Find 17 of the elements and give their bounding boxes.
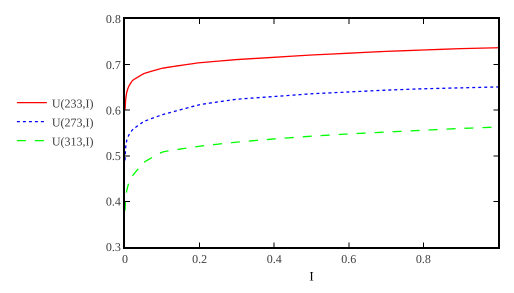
y-tick-label: 0.8 [106,12,121,26]
y-tick-label: 0.3 [106,240,121,254]
legend-label: U(273,I) [52,115,94,130]
x-tick-label: 0.6 [341,252,356,266]
legend-label: U(233,I) [52,96,94,110]
x-tick-label: 0.8 [416,252,431,266]
y-tick-label: 0.4 [106,194,121,209]
y-tick-label: 0.6 [106,103,121,118]
line-series [125,86,498,162]
x-axis-title: I [309,268,314,284]
x-tick-label: 0.2 [192,252,208,266]
y-tick-label: 0.7 [106,58,121,72]
x-tick-label: 0 [122,252,128,266]
y-tick-label: 0.5 [106,149,121,163]
line-series [125,47,498,111]
x-tick-label: 0.4 [266,252,282,266]
legend-label: U(313,I) [52,134,94,148]
